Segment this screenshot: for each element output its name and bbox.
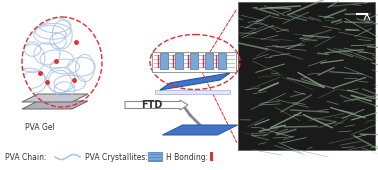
Bar bbox=[148, 152, 162, 161]
Text: PVA Gel: PVA Gel bbox=[25, 123, 55, 132]
Text: FTD: FTD bbox=[141, 100, 163, 110]
Bar bbox=[210, 152, 213, 161]
FancyArrow shape bbox=[125, 100, 188, 110]
Polygon shape bbox=[163, 125, 237, 135]
Bar bbox=[238, 2, 375, 150]
Polygon shape bbox=[22, 94, 88, 102]
Bar bbox=[160, 53, 168, 69]
Text: PVA Crystallites:: PVA Crystallites: bbox=[85, 152, 148, 162]
Polygon shape bbox=[22, 101, 88, 109]
Text: PVA Chain:: PVA Chain: bbox=[5, 152, 46, 162]
Bar bbox=[205, 53, 213, 69]
Bar bbox=[218, 53, 226, 69]
Bar bbox=[175, 53, 183, 69]
Text: H Bonding:: H Bonding: bbox=[166, 152, 208, 162]
Bar bbox=[155, 90, 230, 94]
Polygon shape bbox=[160, 73, 230, 90]
Bar bbox=[190, 53, 198, 69]
Bar bbox=[152, 52, 236, 72]
